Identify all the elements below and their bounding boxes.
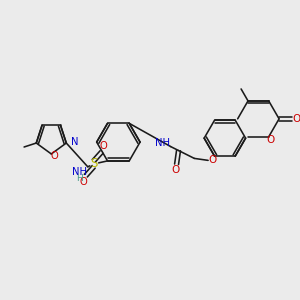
Text: H: H	[76, 174, 83, 183]
Text: O: O	[208, 155, 216, 165]
Text: NH: NH	[72, 167, 87, 177]
Text: O: O	[293, 114, 300, 124]
Text: O: O	[171, 165, 180, 175]
Text: O: O	[267, 135, 275, 145]
Text: N: N	[71, 137, 79, 147]
Text: O: O	[80, 177, 88, 187]
Text: S: S	[90, 158, 98, 170]
Text: NH: NH	[155, 138, 170, 148]
Text: O: O	[50, 151, 58, 161]
Text: O: O	[100, 141, 107, 151]
